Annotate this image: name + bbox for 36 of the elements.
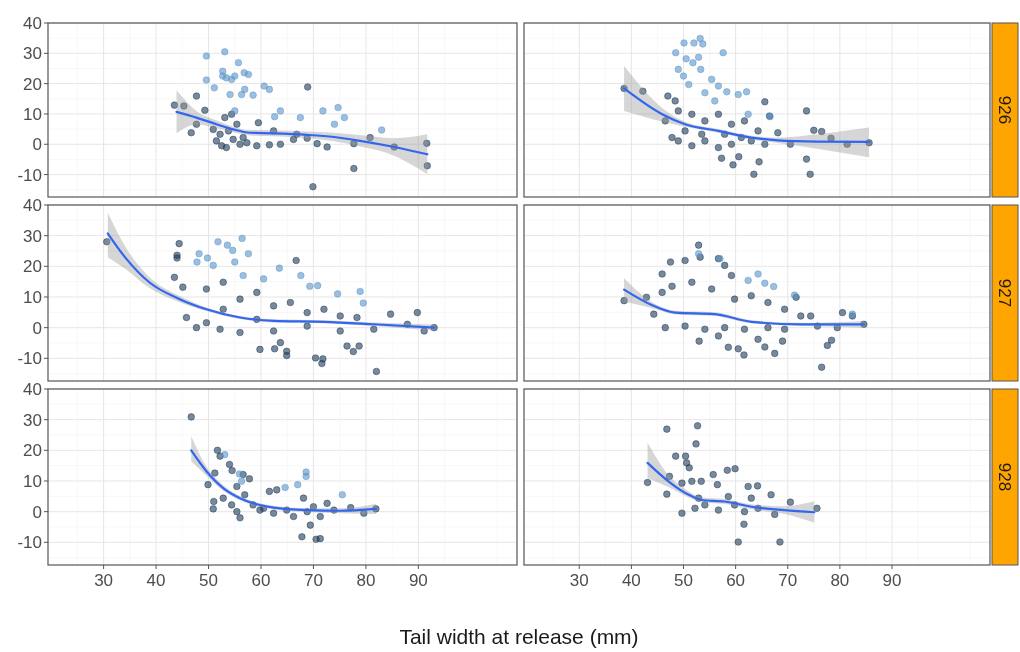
text: 928 bbox=[995, 462, 1015, 492]
x-tick-label: 70 bbox=[303, 571, 323, 590]
y-tick-label: 10 bbox=[23, 471, 42, 491]
x-tick-label: 40 bbox=[146, 571, 166, 590]
x-tick-label: 60 bbox=[726, 571, 746, 590]
x-tick-label: 30 bbox=[569, 571, 589, 590]
x-axis-title: Tail width at release (mm) bbox=[399, 625, 639, 648]
text: 927 bbox=[995, 278, 1015, 308]
x-tick-label: 40 bbox=[621, 571, 641, 590]
y-tick-label: 0 bbox=[32, 318, 42, 338]
y-tick-label: 20 bbox=[23, 441, 42, 461]
text: 926 bbox=[995, 95, 1015, 125]
y-tick-label: 40 bbox=[23, 13, 42, 33]
x-tick-label: 30 bbox=[94, 571, 114, 590]
x-tick-label: 90 bbox=[882, 571, 902, 590]
y-tick-label: 30 bbox=[23, 410, 42, 430]
y-tick-label: -10 bbox=[17, 165, 42, 185]
y-tick-label: 10 bbox=[23, 287, 42, 307]
x-tick-label: 80 bbox=[830, 571, 850, 590]
y-tick-label: 30 bbox=[23, 44, 42, 64]
y-tick-label: 0 bbox=[32, 135, 42, 155]
x-tick-label: 80 bbox=[356, 571, 376, 590]
y-tick-label: -10 bbox=[17, 349, 42, 369]
x-tick-label: 70 bbox=[778, 571, 798, 590]
x-tick-label: 50 bbox=[199, 571, 218, 590]
y-tick-label: -10 bbox=[17, 533, 42, 553]
y-tick-label: 40 bbox=[23, 195, 42, 215]
y-tick-label: 20 bbox=[23, 257, 42, 277]
y-tick-label: 40 bbox=[23, 379, 42, 399]
x-tick-label: 90 bbox=[408, 571, 428, 590]
x-tick-label: 50 bbox=[674, 571, 693, 590]
y-tick-label: 0 bbox=[32, 502, 42, 522]
y-tick-label: 10 bbox=[23, 104, 42, 124]
y-tick-label: 20 bbox=[23, 74, 42, 94]
y-tick-label: 30 bbox=[23, 226, 42, 246]
x-tick-label: 60 bbox=[251, 571, 271, 590]
